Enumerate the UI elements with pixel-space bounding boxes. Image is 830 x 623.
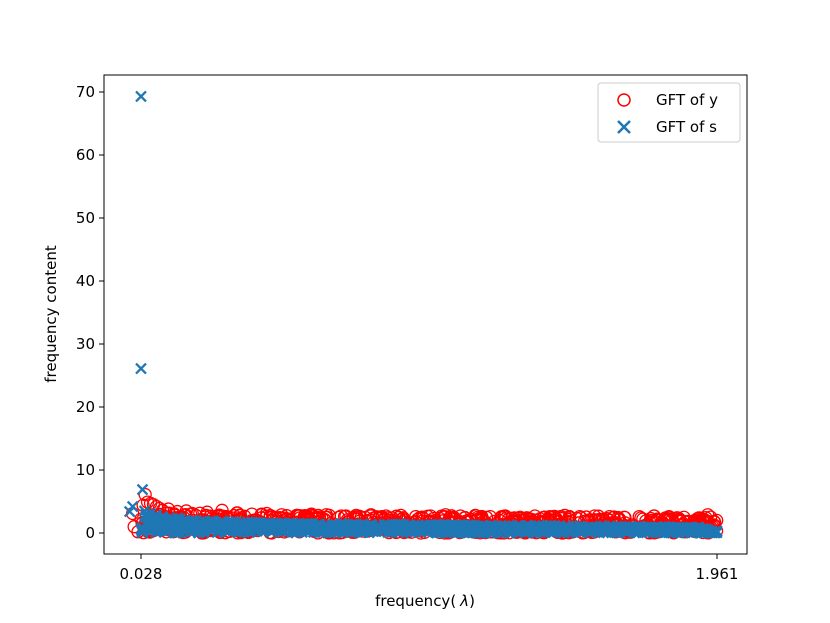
y-tick-label: 40 (76, 272, 95, 290)
point-gft-of-s (558, 521, 571, 534)
point-gft-of-s (171, 512, 184, 524)
point-gft-of-s (255, 518, 267, 531)
y-tick-label: 30 (76, 335, 95, 353)
y-axis: 0 10 20 30 40 50 60 70 (76, 83, 104, 542)
axes-frame (103, 74, 748, 555)
point-gft-of-s (262, 522, 274, 535)
y-tick-label: 60 (76, 146, 95, 164)
point-gft-of-s (186, 514, 199, 527)
x-axis: 0.028 1.961 (120, 554, 739, 583)
y-tick-label: 50 (76, 209, 95, 227)
point-gft-of-s (406, 521, 418, 533)
point-gft-of-s (594, 520, 607, 533)
point-gft-of-y (319, 508, 333, 522)
point-gft-of-s (275, 517, 288, 529)
point-gft-of-y (364, 508, 378, 522)
point-gft-of-s (395, 518, 407, 530)
point-gft-of-s (442, 523, 454, 536)
point-gft-of-s (287, 521, 300, 533)
x-tick-label: 1.961 (696, 565, 739, 583)
point-gft-of-s (335, 517, 348, 530)
legend-label-gft-of-y: GFT of y (656, 91, 718, 109)
point-gft-of-s (514, 519, 526, 532)
point-gft-of-y (215, 503, 229, 517)
point-gft-of-s (671, 526, 684, 539)
point-gft-of-s (424, 518, 437, 531)
point-gft-of-s (441, 525, 454, 538)
point-gft-of-s (454, 518, 467, 531)
point-gft-of-s (216, 515, 228, 527)
point-gft-of-s (387, 522, 399, 535)
point-gft-of-s (156, 524, 168, 537)
point-gft-of-s (515, 523, 527, 535)
point-gft-of-s (135, 90, 147, 103)
point-gft-of-s (369, 525, 382, 537)
point-gft-of-s (365, 518, 377, 530)
point-gft-of-s (484, 522, 497, 534)
legend-label-gft-of-s: GFT of s (656, 118, 717, 136)
point-gft-of-s (156, 510, 169, 523)
point-gft-of-s (650, 526, 663, 539)
point-gft-of-s (613, 521, 626, 534)
point-gft-of-s (313, 527, 326, 539)
y-tick-label: 0 (85, 524, 95, 542)
point-gft-of-s (300, 525, 313, 538)
point-gft-of-s (462, 521, 475, 534)
point-gft-of-s (409, 526, 421, 538)
y-tick-label: 20 (76, 398, 95, 416)
point-gft-of-s (126, 500, 139, 513)
point-gft-of-s (272, 518, 285, 531)
point-gft-of-s (136, 483, 149, 496)
point-gft-of-s (189, 514, 202, 527)
point-gft-of-s (265, 522, 278, 534)
point-gft-of-s (711, 525, 723, 537)
point-gft-of-s (138, 505, 151, 517)
point-gft-of-s (205, 524, 217, 536)
point-gft-of-s (701, 525, 714, 537)
legend-marker-gft-of-s (617, 120, 631, 134)
point-gft-of-s (136, 522, 149, 534)
point-gft-of-s (171, 525, 184, 537)
point-gft-of-s (233, 523, 246, 535)
point-gft-of-s (165, 515, 178, 527)
y-tick-label: 70 (76, 83, 95, 101)
x-tick-label: 0.028 (120, 565, 163, 583)
point-gft-of-s (136, 525, 148, 537)
x-axis-label: frequency(λ) (375, 592, 475, 610)
point-gft-of-s (484, 519, 497, 532)
point-gft-of-s (135, 362, 147, 375)
point-gft-of-y (587, 509, 602, 523)
legend-box (597, 82, 741, 143)
y-axis-label: frequency content (42, 245, 60, 383)
point-gft-of-s (286, 524, 299, 537)
series-layer (123, 90, 724, 540)
point-gft-of-s (341, 525, 354, 538)
legend-marker-gft-of-y (617, 93, 631, 107)
point-gft-of-s (305, 517, 318, 530)
point-gft-of-s (544, 519, 556, 532)
point-gft-of-s (147, 519, 160, 531)
point-gft-of-s (693, 521, 705, 534)
point-gft-of-s (246, 516, 258, 529)
point-gft-of-s (603, 520, 616, 532)
point-gft-of-s (643, 521, 655, 534)
point-gft-of-s (475, 521, 487, 534)
point-gft-of-s (692, 525, 705, 538)
point-gft-of-s (499, 525, 511, 538)
point-gft-of-s (194, 524, 207, 537)
point-gft-of-s (573, 520, 586, 532)
point-gft-of-s (319, 519, 332, 532)
legend: GFT of y GFT of s (597, 82, 741, 143)
point-gft-of-s (633, 520, 646, 533)
y-tick-label: 10 (76, 461, 95, 479)
point-gft-of-s (663, 520, 675, 533)
series-gft-of-s (123, 90, 723, 539)
point-gft-of-s (351, 524, 364, 537)
